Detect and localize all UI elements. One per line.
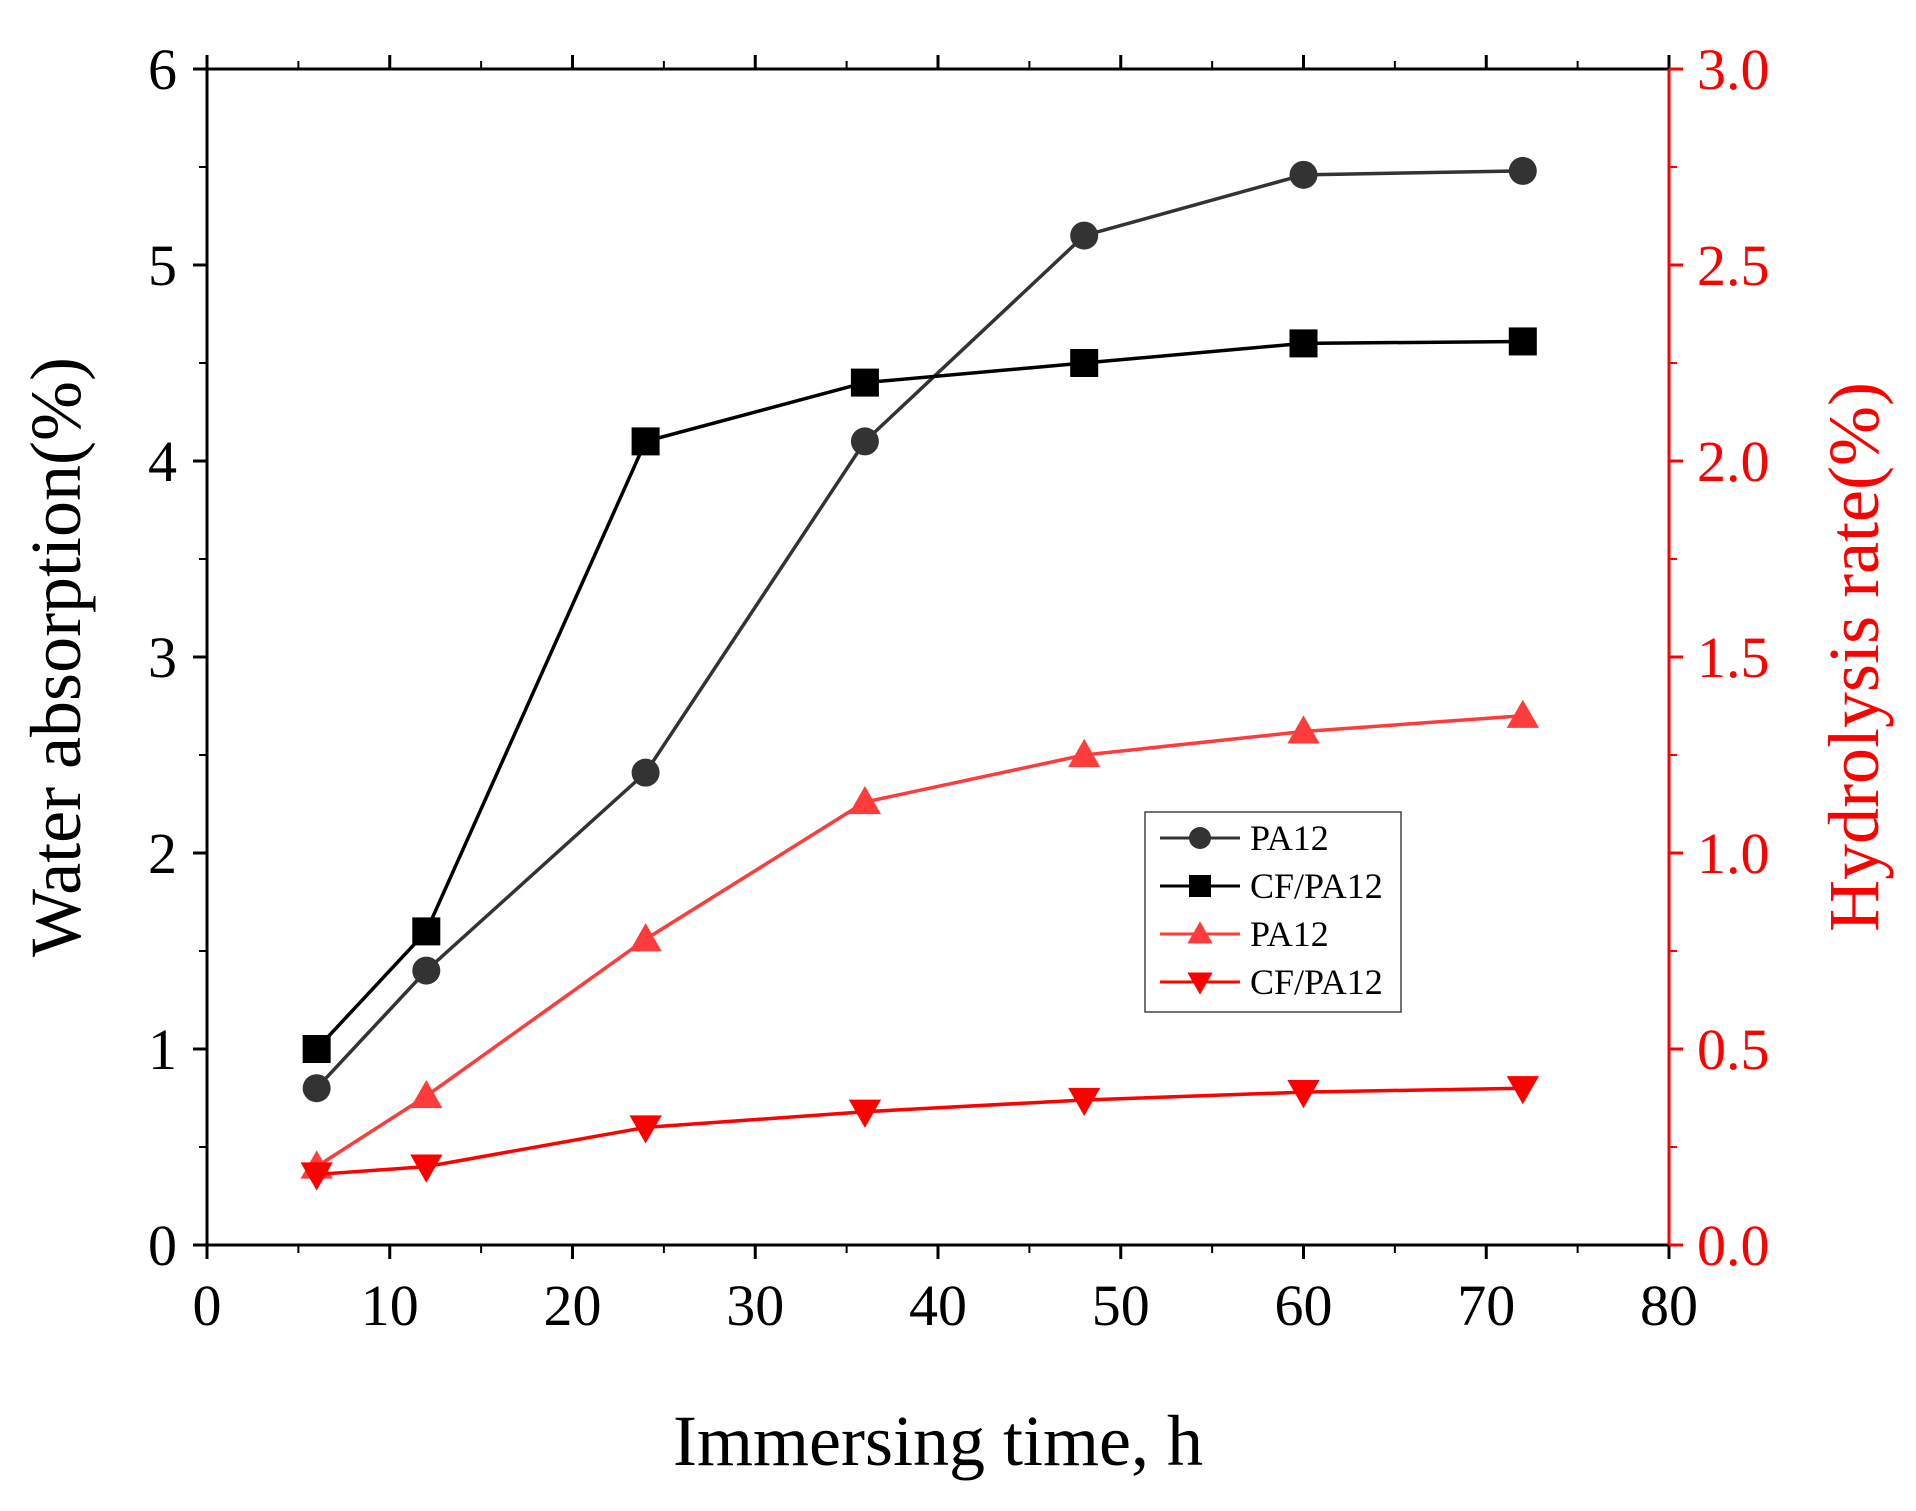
data-point [1506, 1076, 1539, 1105]
x-tick-label: 60 [1275, 1273, 1333, 1338]
y-right-tick-label: 3.0 [1697, 37, 1770, 102]
data-point [629, 1115, 662, 1144]
data-point [1508, 327, 1537, 356]
legend-marker [1189, 827, 1211, 849]
y-left-tick-label: 2 [148, 821, 177, 886]
data-point [410, 1079, 443, 1109]
data-point [300, 1162, 333, 1191]
data-point [1508, 156, 1537, 185]
data-point [412, 917, 441, 946]
series-line [316, 1086, 1523, 1177]
y-right-tick-label: 2.5 [1697, 233, 1770, 298]
plot-frame [205, 67, 1671, 1247]
data-point [302, 1035, 331, 1063]
right-y-axis-title: Hydrolysis rate(%) [1814, 382, 1894, 932]
data-point [850, 427, 879, 456]
data-point [1068, 738, 1101, 768]
data-point [1289, 160, 1318, 189]
data-point [1070, 349, 1099, 377]
data-point [412, 956, 441, 985]
y-left-tick-label: 0 [148, 1213, 177, 1278]
data-point [1506, 699, 1539, 728]
y-right-tick-label: 1.5 [1697, 625, 1770, 690]
legend-item: PA12 [1160, 914, 1329, 954]
series-layer [300, 156, 1539, 1191]
y-left-tick-label: 3 [148, 625, 177, 690]
legend-marker [1189, 875, 1211, 897]
legend-label: CF/PA12 [1250, 962, 1383, 1002]
data-point [1287, 1080, 1320, 1109]
legend-marker [1187, 921, 1213, 944]
data-point [1287, 715, 1320, 744]
data-point [1068, 1087, 1101, 1117]
data-point [631, 427, 660, 456]
x-tick-label: 20 [544, 1273, 602, 1338]
data-point [1070, 221, 1099, 250]
x-tick-label: 0 [193, 1273, 222, 1338]
legend: PA12 CF/PA12 PA12 CF/PA12 [1144, 811, 1402, 1013]
x-axis-ticks: 0 10 20 30 40 50 60 70 80 [193, 55, 1698, 1338]
legend-label: PA12 [1250, 818, 1329, 858]
left-y-axis-title: Water absorption(%) [16, 357, 96, 957]
legend-item: CF/PA12 [1160, 962, 1383, 1002]
right-y-axis-ticks: 0.0 0.5 1.0 1.5 2.0 2.5 3.0 [1669, 37, 1770, 1278]
legend-box [1144, 811, 1402, 1013]
legend-marker [1187, 972, 1213, 995]
series-1-square [302, 327, 1537, 1063]
x-tick-label: 80 [1640, 1273, 1698, 1338]
y-left-tick-label: 5 [148, 233, 177, 298]
x-axis-title: Immersing time, h [673, 1401, 1203, 1481]
legend-item: PA12 [1160, 818, 1329, 858]
y-right-tick-label: 0.5 [1697, 1017, 1770, 1082]
y-left-tick-label: 6 [148, 37, 177, 102]
legend-item: CF/PA12 [1160, 866, 1383, 906]
legend-label: PA12 [1250, 914, 1329, 954]
data-point [302, 1074, 331, 1103]
x-tick-label: 70 [1457, 1273, 1515, 1338]
data-point [410, 1154, 443, 1183]
series-3-triangle-down [300, 1076, 1539, 1191]
x-tick-label: 40 [909, 1273, 967, 1338]
data-point [629, 923, 662, 952]
y-right-tick-label: 2.0 [1697, 429, 1770, 494]
y-right-tick-label: 0.0 [1697, 1213, 1770, 1278]
legend-label: CF/PA12 [1250, 866, 1383, 906]
y-left-tick-label: 1 [148, 1017, 177, 1082]
x-tick-label: 10 [361, 1273, 419, 1338]
data-point [631, 758, 660, 787]
data-point [848, 1099, 881, 1128]
y-right-tick-label: 1.0 [1697, 821, 1770, 886]
data-point [850, 368, 879, 397]
data-point [1289, 329, 1318, 358]
series-0-circle [302, 156, 1537, 1103]
y-left-tick-label: 4 [148, 429, 177, 494]
x-tick-label: 50 [1092, 1273, 1150, 1338]
data-point [848, 785, 881, 815]
left-y-axis-ticks: 0 1 2 3 4 5 6 [148, 37, 207, 1278]
x-tick-label: 30 [726, 1273, 784, 1338]
